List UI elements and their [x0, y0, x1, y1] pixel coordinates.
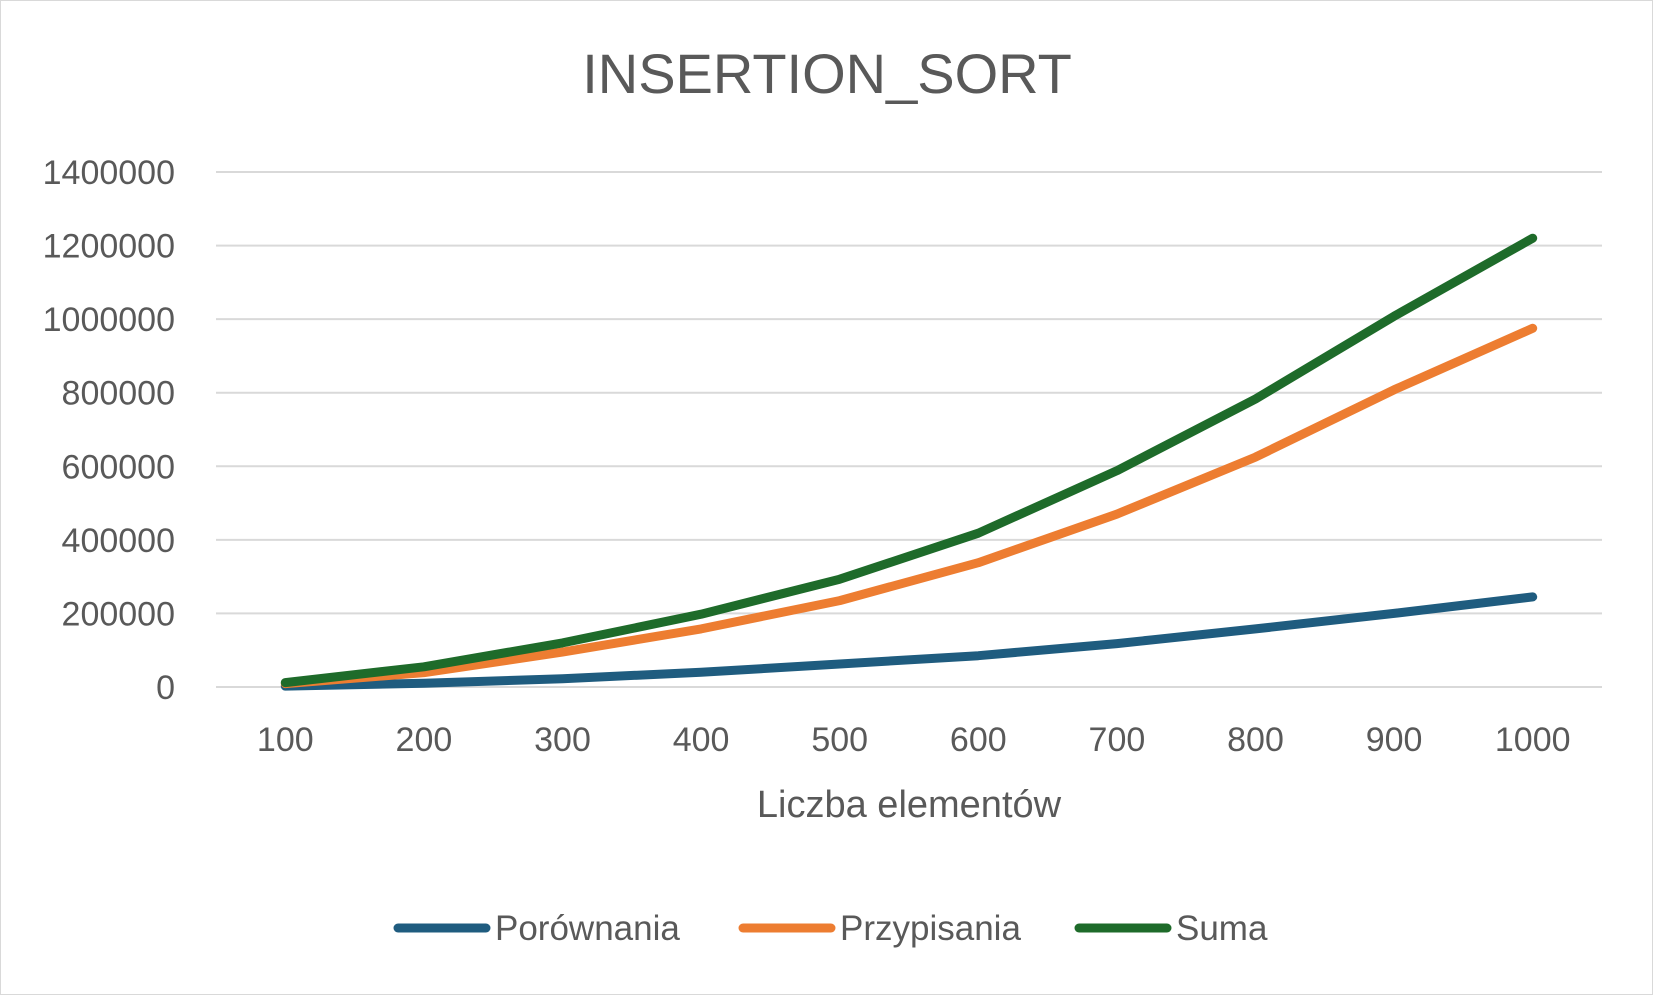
y-tick-label: 800000 — [62, 375, 175, 413]
series-line-1 — [280, 592, 1538, 691]
y-tick-label: 1000000 — [43, 301, 175, 339]
legend: Porównania Przypisania Suma — [393, 909, 1268, 948]
x-axis-title: Liczba elementów — [757, 784, 1062, 826]
y-tick-label: 600000 — [62, 448, 175, 486]
y-tick-label: 400000 — [62, 522, 175, 560]
series-lines — [280, 233, 1538, 691]
x-tick-label: 300 — [534, 721, 591, 759]
x-tick-label: 200 — [396, 721, 453, 759]
x-tick-label: 600 — [950, 721, 1007, 759]
series-line-3 — [280, 233, 1538, 688]
x-tick-label: 700 — [1089, 721, 1146, 759]
gridlines — [216, 171, 1602, 688]
x-axis-ticks: 100 200 300 400 500 600 700 800 900 1000 — [257, 721, 1571, 759]
x-tick-label: 100 — [257, 721, 314, 759]
y-axis-ticks: 0 200000 400000 600000 800000 1000000 1200000 1… — [43, 154, 175, 707]
x-tick-label: 500 — [811, 721, 868, 759]
legend-label: Porównania — [495, 909, 680, 948]
chart-title: INSERTION_SORT — [582, 42, 1072, 105]
y-tick-label: 1200000 — [43, 228, 175, 266]
y-tick-label: 1400000 — [43, 154, 175, 192]
x-tick-label: 900 — [1366, 721, 1423, 759]
series-line-2 — [280, 323, 1538, 689]
y-tick-label: 0 — [156, 669, 175, 707]
x-tick-label: 400 — [673, 721, 730, 759]
y-tick-label: 200000 — [62, 595, 175, 633]
legend-label: Przypisania — [840, 909, 1021, 948]
x-tick-label: 800 — [1227, 721, 1284, 759]
legend-label: Suma — [1176, 909, 1268, 948]
x-tick-label: 1000 — [1495, 721, 1571, 759]
